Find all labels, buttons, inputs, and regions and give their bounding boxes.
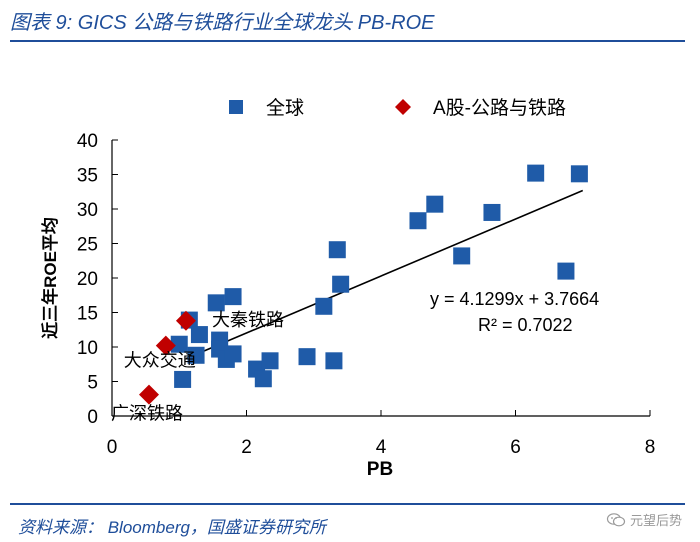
global-data-point (190, 326, 208, 344)
global-data-point (174, 370, 192, 388)
legend-a-share-label: A股-公路与铁路 (433, 97, 566, 119)
x-tick-label: 2 (241, 437, 252, 458)
global-data-point (328, 241, 346, 259)
x-axis-ticks: 0 2 4 6 8 (107, 410, 656, 458)
legend: 全球 A股-公路与铁路 (229, 97, 566, 119)
y-tick-label: 20 (77, 269, 98, 290)
source-divider (10, 503, 685, 505)
global-data-point (557, 262, 575, 280)
trendline-equation: y = 4.1299x + 3.7664 (430, 289, 599, 309)
chart-title: 图表 9: GICS 公路与铁路行业全球龙头 PB-ROE (10, 12, 435, 34)
global-data-point (224, 288, 242, 306)
y-tick-label: 30 (77, 200, 98, 221)
global-data-point (426, 195, 444, 213)
watermark: 元望后势 (606, 510, 682, 529)
source-note: 资料来源： Bloomberg，国盛证券研究所 (18, 518, 326, 537)
global-data-point (261, 352, 279, 370)
legend-a-share-marker (395, 99, 411, 115)
x-axis-label: PB (367, 459, 393, 480)
x-tick-label: 0 (107, 437, 118, 458)
global-data-point (224, 345, 242, 363)
legend-global-label: 全球 (266, 97, 304, 119)
global-data-point (207, 294, 225, 312)
y-axis-label: 近三年ROE平均 (40, 217, 60, 339)
x-tick-label: 4 (376, 437, 387, 458)
global-data-point (254, 370, 272, 388)
global-data-point (332, 275, 350, 293)
wechat-icon (606, 512, 626, 526)
series-a-share: 广深铁路 大众交通 大秦铁路 (111, 310, 284, 424)
y-tick-label: 15 (77, 304, 98, 325)
y-tick-label: 10 (77, 338, 98, 359)
global-data-point (527, 164, 545, 182)
x-tick-label: 6 (510, 437, 521, 458)
y-tick-label: 25 (77, 235, 98, 256)
a-share-data-point (155, 335, 176, 356)
global-data-point (170, 335, 188, 353)
title-divider (10, 40, 685, 42)
y-tick-label: 0 (87, 407, 98, 428)
legend-global-marker (229, 100, 243, 114)
global-data-point (483, 203, 501, 221)
global-data-point (409, 212, 427, 230)
trendline (185, 189, 584, 360)
trendline-r-squared: R² = 0.7022 (478, 315, 573, 335)
global-data-point (187, 346, 205, 364)
a-share-point-label: 大众交通 (124, 351, 196, 371)
a-share-point-label: 广深铁路 (111, 404, 183, 424)
trendline-group (185, 189, 584, 360)
a-share-data-point (138, 384, 159, 405)
watermark-text: 元望后势 (629, 513, 682, 528)
a-share-point-label: 大秦铁路 (212, 310, 284, 330)
y-tick-label: 40 (77, 131, 98, 152)
global-data-point (298, 348, 316, 366)
x-tick-label: 8 (645, 437, 656, 458)
global-data-point (315, 297, 333, 315)
y-tick-label: 35 (77, 166, 98, 187)
a-share-data-point (175, 310, 196, 331)
series-global (170, 164, 588, 388)
global-data-point (453, 247, 471, 265)
global-data-point (325, 352, 343, 370)
y-axis-ticks: 0 5 10 15 20 25 30 35 40 (77, 131, 118, 428)
y-tick-label: 5 (87, 373, 98, 394)
global-data-point (570, 165, 588, 183)
